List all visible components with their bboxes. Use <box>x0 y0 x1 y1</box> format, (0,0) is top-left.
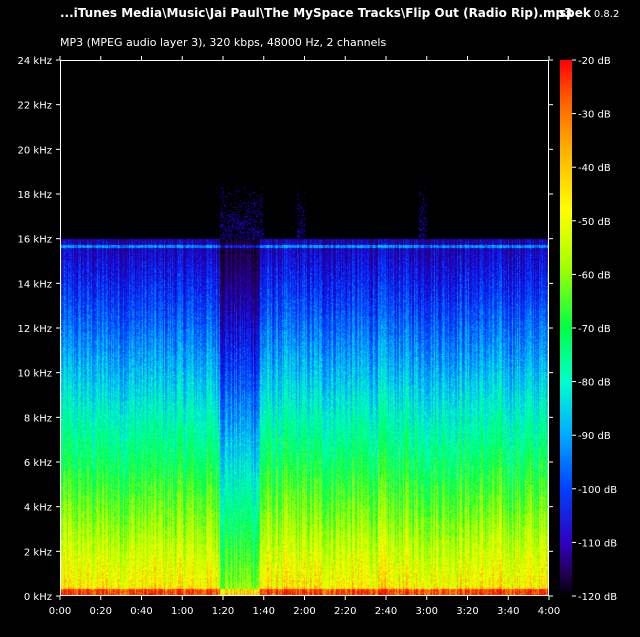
colorbar-tick-label: -90 dB <box>578 431 611 442</box>
x-tick-label: 2:00 <box>293 606 315 617</box>
app-name: spek <box>559 6 591 20</box>
colorbar-tick-label: -80 dB <box>578 378 611 389</box>
colorbar-tick-label: -40 dB <box>578 163 611 174</box>
x-tick-label: 3:40 <box>497 606 519 617</box>
colorbar-tick-label: -110 dB <box>578 538 617 549</box>
x-tick-label: 3:20 <box>456 606 478 617</box>
y-tick-label: 6 kHz <box>24 458 52 469</box>
db-colorbar <box>560 60 572 596</box>
x-tick-label: 0:00 <box>49 606 71 617</box>
colorbar-tick-label: -30 dB <box>578 110 611 121</box>
y-tick-label: 18 kHz <box>18 190 52 201</box>
x-tick-label: 2:40 <box>375 606 397 617</box>
y-tick-label: 0 kHz <box>24 592 52 603</box>
colorbar-tick-label: -120 dB <box>578 592 617 603</box>
x-tick-label: 1:20 <box>212 606 234 617</box>
spectrogram-plot <box>60 60 549 596</box>
colorbar-tick-label: -50 dB <box>578 217 611 228</box>
x-tick-label: 0:20 <box>90 606 112 617</box>
x-tick-label: 3:00 <box>416 606 438 617</box>
y-tick-label: 24 kHz <box>18 56 52 67</box>
x-tick-label: 1:40 <box>253 606 275 617</box>
spectrogram-canvas <box>61 61 548 595</box>
colorbar-tick-label: -60 dB <box>578 270 611 281</box>
y-tick-label: 12 kHz <box>18 324 52 335</box>
colorbar-tick-label: -70 dB <box>578 324 611 335</box>
x-tick-label: 0:40 <box>130 606 152 617</box>
x-tick-label: 2:20 <box>334 606 356 617</box>
colorbar-tick-label: -100 dB <box>578 485 617 496</box>
app-version: 0.8.2 <box>593 9 620 20</box>
y-tick-label: 20 kHz <box>18 145 52 156</box>
y-tick-label: 10 kHz <box>18 369 52 380</box>
colorbar-tick-label: -20 dB <box>578 56 611 67</box>
app-brand: spek 0.8.2 <box>559 6 619 20</box>
y-tick-label: 2 kHz <box>24 547 52 558</box>
x-tick-label: 1:00 <box>171 606 193 617</box>
stream-info: MP3 (MPEG audio layer 3), 320 kbps, 4800… <box>60 36 387 49</box>
file-path-title: ...iTunes Media\Music\Jai Paul\The MySpa… <box>60 6 573 20</box>
x-tick-label: 4:00 <box>538 606 560 617</box>
y-tick-label: 22 kHz <box>18 101 52 112</box>
y-tick-label: 8 kHz <box>24 413 52 424</box>
y-tick-label: 16 kHz <box>18 235 52 246</box>
y-tick-label: 4 kHz <box>24 503 52 514</box>
y-tick-label: 14 kHz <box>18 279 52 290</box>
